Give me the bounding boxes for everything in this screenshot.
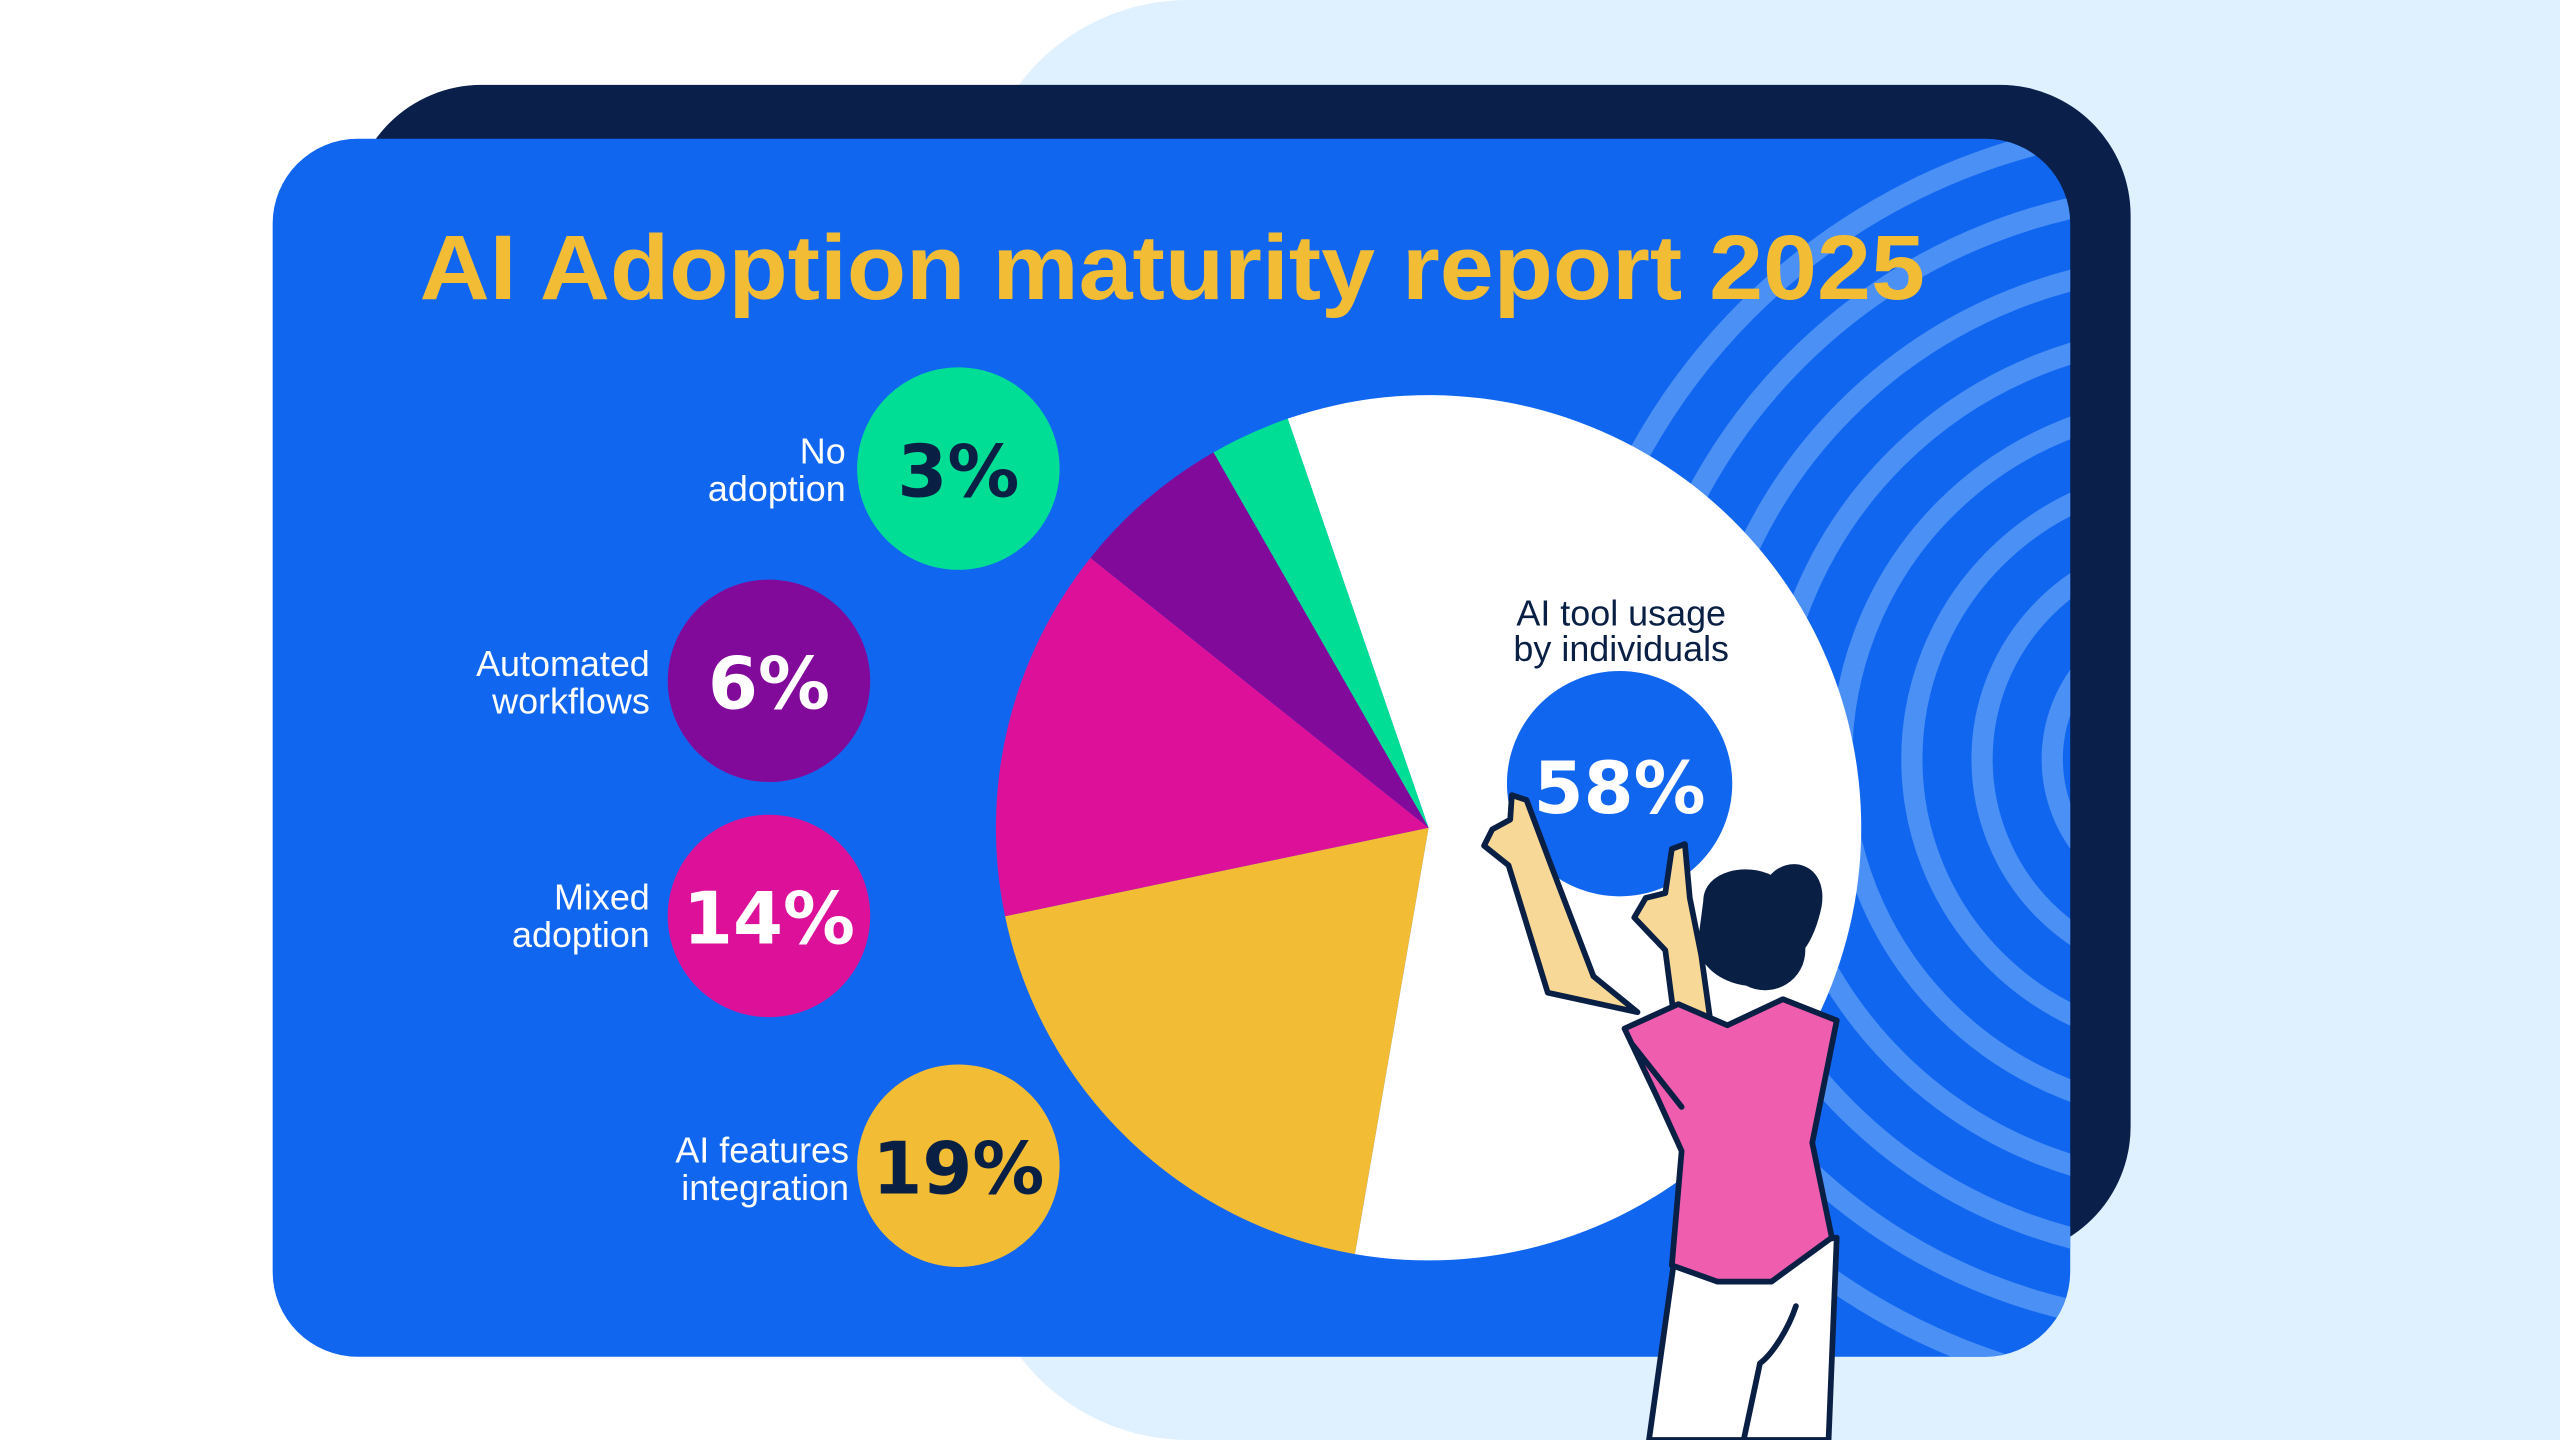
page-title: AI Adoption maturity report 2025 [420, 217, 1925, 319]
mixed-adoption-label-2: adoption [512, 914, 650, 955]
ai-features-label-1: AI features [675, 1129, 849, 1170]
ai-tool-usage-label-1: AI tool usage [1516, 592, 1726, 633]
person-pants-fold [1740, 1303, 1799, 1440]
ai-tool-usage-label-2: by individuals [1513, 628, 1729, 669]
pie-chart [995, 395, 1862, 1261]
person-right-arm [1631, 841, 1714, 1029]
automated-workflows-label-2: workflows [491, 680, 650, 721]
no-adoption-label-2: adoption [708, 468, 846, 509]
ai-features-label-2: integration [681, 1167, 849, 1208]
no-adoption-label-1: No [800, 431, 846, 472]
pie-slice-no-adoption [1213, 418, 1429, 828]
mixed-adoption-badge [667, 814, 871, 1018]
no-adoption-badge [857, 367, 1060, 570]
automated-workflows-value: 6% [708, 642, 830, 726]
person-left-arm [1481, 792, 1641, 1016]
no-adoption-value: 3% [897, 429, 1019, 513]
mixed-adoption-label-1: Mixed [554, 876, 650, 917]
person-hair [1698, 864, 1823, 991]
stripe-arc [1901, 464, 2071, 1054]
ai-features-value: 19% [872, 1126, 1044, 1210]
pie-slice-automated-workflows [1090, 452, 1429, 828]
automated-workflows-badge [667, 579, 871, 783]
person-illustration [1481, 792, 1840, 1440]
ai-tool-usage-badge [1506, 671, 1733, 897]
automated-workflows-label-1: Automated [476, 643, 650, 684]
stripe-arc [2041, 604, 2071, 914]
person-shirt [1621, 996, 1840, 1285]
mixed-adoption-value: 14% [683, 877, 855, 961]
person-sleeve-line [1629, 1042, 1685, 1110]
stripe-arc [1971, 534, 2071, 984]
pie-slice-mixed-adoption [995, 557, 1429, 917]
pie-slice-ai-features-integration [1005, 827, 1429, 1255]
ai-features-badge [857, 1064, 1060, 1267]
ai-tool-usage-value: 58% [1534, 746, 1706, 830]
